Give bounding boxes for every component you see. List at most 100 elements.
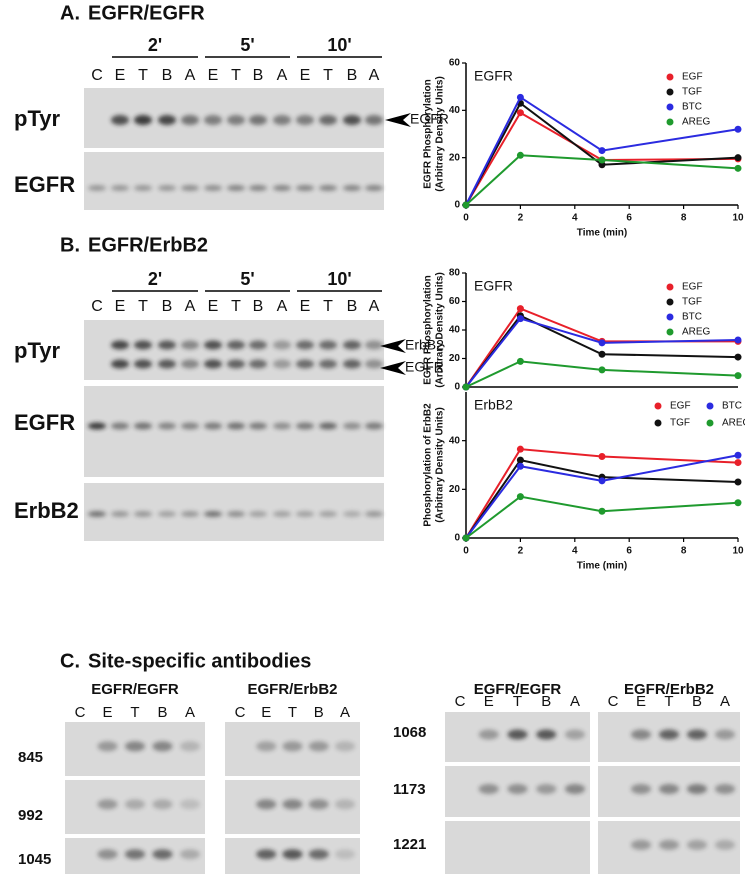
y-tick-label: 60	[449, 58, 461, 69]
band	[111, 511, 129, 517]
band	[308, 741, 329, 752]
band	[319, 185, 337, 191]
lane-label: T	[323, 67, 333, 84]
x-tick-label: 0	[463, 546, 469, 557]
data-point	[516, 456, 524, 464]
band	[631, 839, 651, 850]
time-label: 5'	[240, 35, 254, 55]
band	[181, 340, 199, 350]
data-point	[598, 339, 606, 347]
band	[365, 511, 383, 517]
series-line	[465, 459, 739, 539]
legend-label: TGF	[682, 297, 702, 308]
band	[343, 115, 361, 125]
band	[158, 115, 176, 125]
lane-label: E	[300, 67, 311, 84]
band	[134, 422, 152, 430]
band	[282, 849, 303, 860]
band	[152, 741, 173, 752]
band	[296, 511, 314, 517]
data-point	[734, 459, 742, 467]
band	[97, 741, 118, 752]
band	[365, 359, 383, 369]
band	[715, 729, 735, 740]
lane-label: A	[570, 693, 580, 710]
band	[319, 115, 337, 125]
legend-marker	[666, 283, 674, 291]
data-point	[516, 315, 524, 323]
lane-label: B	[347, 67, 358, 84]
lane-label: T	[323, 298, 333, 315]
lane-label: B	[253, 298, 264, 315]
band	[204, 340, 222, 350]
band	[478, 729, 499, 740]
lane-label: A	[720, 693, 730, 710]
blot	[84, 152, 384, 210]
row-label: ErbB2	[14, 498, 79, 523]
legend-label: AREG	[682, 327, 711, 338]
band	[343, 511, 361, 517]
band	[111, 185, 129, 191]
legend-label: EGF	[682, 72, 703, 83]
lane-label: A	[185, 67, 196, 84]
x-axis-label: Time (min)	[577, 228, 627, 239]
band	[158, 185, 176, 191]
band	[319, 422, 337, 430]
legend-label: BTC	[682, 312, 702, 323]
lane-label: E	[636, 693, 646, 710]
site-label: 1068	[393, 724, 426, 741]
y-tick-label: 80	[449, 268, 461, 279]
band	[273, 185, 291, 191]
band	[158, 422, 176, 430]
data-point	[462, 383, 470, 391]
lane-label: B	[541, 693, 551, 710]
lane-label: B	[162, 298, 173, 315]
series-line	[465, 154, 739, 206]
lane-label: E	[484, 693, 494, 710]
band	[158, 511, 176, 517]
panel-title: Site-specific antibodies	[88, 650, 311, 672]
row-label: EGFR	[14, 410, 75, 435]
arrow	[380, 361, 406, 375]
band	[158, 359, 176, 369]
legend-label: EGF	[670, 401, 691, 412]
band	[88, 511, 106, 517]
band	[715, 783, 735, 794]
lane-label: T	[513, 693, 522, 710]
y-axis-label: EGFR Phosphorylation	[423, 275, 434, 384]
data-point	[734, 125, 742, 133]
data-point	[598, 366, 606, 374]
lane-label: A	[185, 298, 196, 315]
data-point	[734, 336, 742, 344]
band	[227, 340, 245, 350]
band	[125, 741, 145, 752]
band	[227, 115, 245, 125]
band	[565, 783, 585, 794]
lane-label: E	[102, 704, 112, 721]
series-line	[465, 101, 739, 206]
band	[319, 340, 337, 350]
panel-letter: A.	[60, 2, 80, 24]
band	[343, 422, 361, 430]
legend-label: TGF	[682, 87, 702, 98]
lane-label: A	[340, 704, 350, 721]
legend-marker	[666, 118, 674, 126]
arrow	[385, 113, 411, 127]
time-label: 2'	[148, 35, 162, 55]
legend-marker	[666, 103, 674, 111]
lane-label: T	[231, 298, 241, 315]
band	[273, 359, 291, 369]
band	[536, 783, 557, 794]
time-label: 2'	[148, 269, 162, 289]
chart-label: EGFR	[474, 278, 513, 294]
band	[507, 783, 528, 794]
y-axis-label: (Arbitrary Density Units)	[435, 272, 446, 388]
band	[249, 185, 267, 191]
band	[180, 799, 200, 810]
data-point	[734, 353, 742, 361]
y-tick-label: 20	[449, 484, 461, 495]
data-point	[516, 493, 524, 501]
data-point	[516, 109, 524, 117]
legend-label: BTC	[722, 401, 742, 412]
legend-marker	[666, 313, 674, 321]
